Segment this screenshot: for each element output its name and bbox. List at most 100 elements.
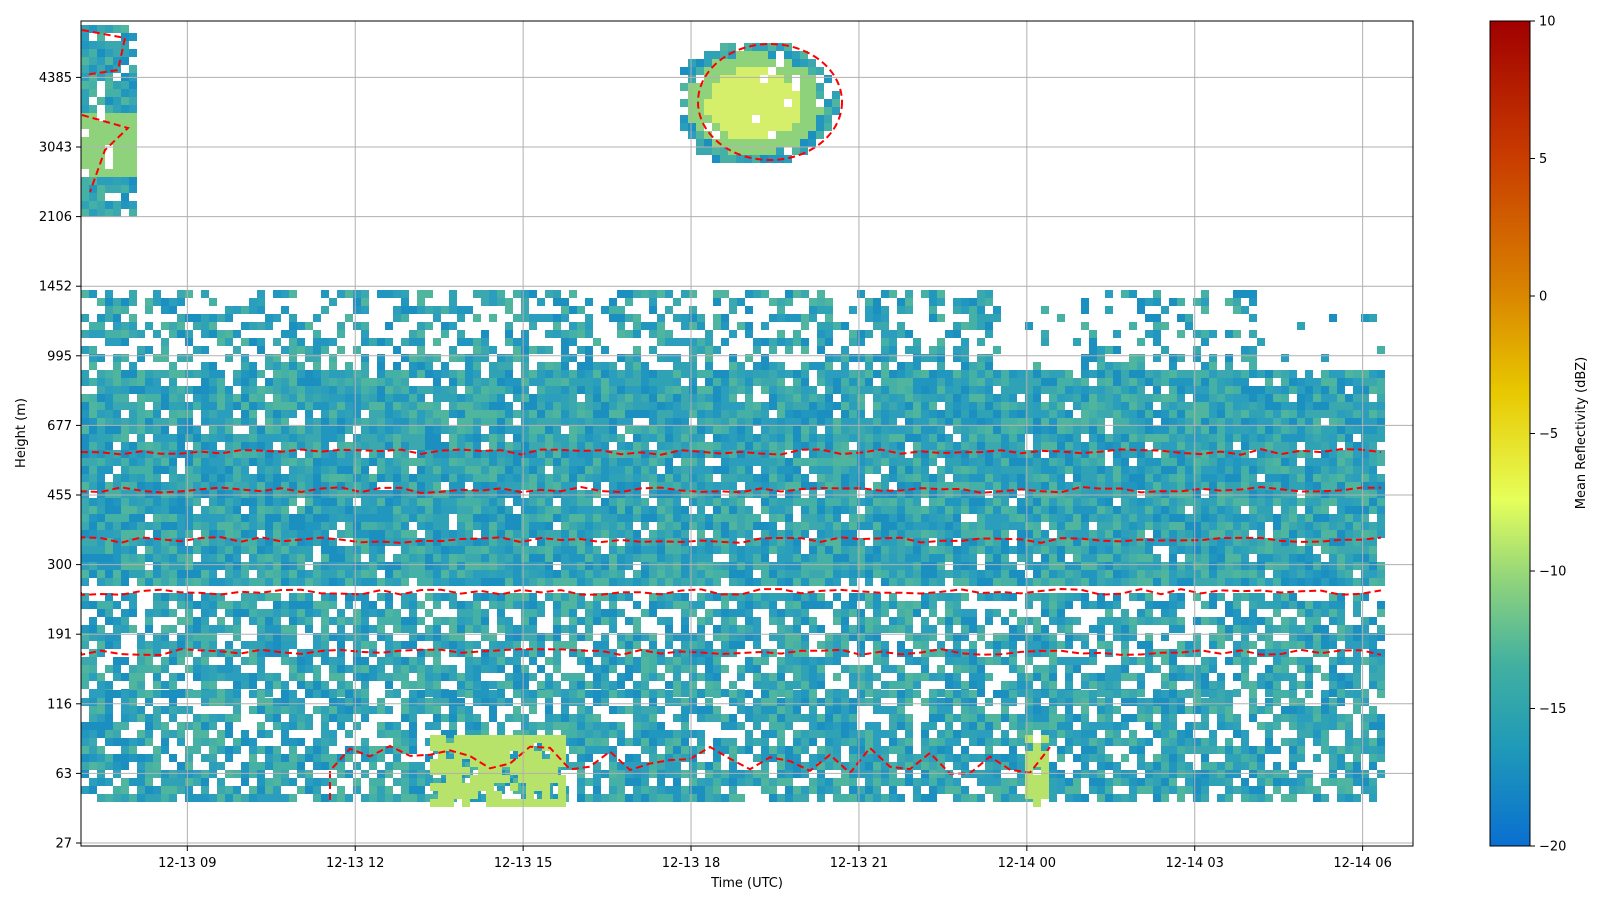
heat-cell bbox=[385, 570, 393, 578]
heat-cell bbox=[833, 490, 841, 498]
heat-cell bbox=[289, 434, 297, 442]
heat-cell bbox=[993, 466, 1001, 474]
heat-cell bbox=[1241, 434, 1249, 442]
heat-cell bbox=[713, 290, 721, 298]
heat-cell bbox=[825, 498, 833, 506]
heat-cell bbox=[313, 530, 321, 538]
heat-cell bbox=[513, 593, 521, 601]
heat-cell bbox=[881, 338, 889, 346]
heat-cell bbox=[1097, 458, 1105, 466]
heat-cell bbox=[273, 370, 281, 378]
heat-cell bbox=[1153, 482, 1161, 490]
heat-cell bbox=[1121, 386, 1129, 394]
heat-cell bbox=[401, 410, 409, 418]
heat-cell bbox=[577, 578, 585, 586]
heat-cell bbox=[569, 482, 577, 490]
heat-cell bbox=[945, 538, 953, 546]
heat-cell bbox=[561, 394, 569, 402]
heat-cell bbox=[1345, 442, 1353, 450]
heat-cell bbox=[425, 442, 433, 450]
heat-cell bbox=[697, 498, 705, 506]
heat-cell bbox=[785, 482, 793, 490]
heat-cell bbox=[393, 570, 401, 578]
heat-cell bbox=[849, 410, 857, 418]
heat-cell bbox=[713, 322, 721, 330]
heat-cell bbox=[1137, 466, 1145, 474]
heat-cell bbox=[105, 506, 113, 514]
heat-cell bbox=[1041, 593, 1049, 601]
heat-cell bbox=[1313, 514, 1321, 522]
heat-cell bbox=[745, 442, 753, 450]
heat-cell bbox=[1233, 490, 1241, 498]
heat-cell bbox=[1249, 426, 1257, 434]
heat-cell bbox=[1169, 593, 1177, 601]
heat-cell bbox=[1337, 522, 1345, 530]
heat-cell bbox=[761, 530, 769, 538]
heat-cell bbox=[1001, 482, 1009, 490]
heat-cell bbox=[1249, 402, 1257, 410]
heat-cell bbox=[217, 386, 225, 394]
heat-cell bbox=[857, 538, 865, 546]
heat-cell bbox=[1097, 522, 1105, 530]
heat-cell bbox=[1209, 498, 1217, 506]
heat-cell bbox=[1025, 601, 1033, 609]
heat-cell bbox=[777, 482, 785, 490]
heat-cell bbox=[817, 370, 825, 378]
heat-cell bbox=[1137, 370, 1145, 378]
heat-cell bbox=[1329, 394, 1337, 402]
heat-cell bbox=[361, 362, 369, 370]
heat-cell bbox=[289, 362, 297, 370]
heat-cell bbox=[313, 362, 321, 370]
heat-cell bbox=[417, 322, 425, 330]
heat-cell bbox=[521, 458, 529, 466]
heat-cell bbox=[745, 410, 753, 418]
heat-cell bbox=[1225, 386, 1233, 394]
heat-cell bbox=[809, 394, 817, 402]
heat-cell bbox=[409, 482, 417, 490]
heat-cell bbox=[129, 362, 137, 370]
heat-cell bbox=[113, 562, 121, 570]
heat-cell bbox=[721, 402, 729, 410]
heat-cell bbox=[753, 474, 761, 482]
heat-cell bbox=[505, 426, 513, 434]
heat-cell bbox=[337, 490, 345, 498]
heat-cell bbox=[113, 490, 121, 498]
heat-cell bbox=[1073, 570, 1081, 578]
heat-cell bbox=[1169, 386, 1177, 394]
heat-cell bbox=[713, 562, 721, 570]
heat-cell bbox=[993, 562, 1001, 570]
heat-cell bbox=[697, 570, 705, 578]
heat-cell bbox=[257, 578, 265, 586]
heat-cell bbox=[257, 546, 265, 554]
heat-cell bbox=[449, 346, 457, 354]
heat-cell bbox=[1137, 410, 1145, 418]
heat-cell bbox=[233, 434, 241, 442]
heat-cell bbox=[1097, 466, 1105, 474]
heat-cell bbox=[721, 442, 729, 450]
heat-cell bbox=[681, 410, 689, 418]
heat-cell bbox=[265, 474, 273, 482]
heat-cell bbox=[593, 554, 601, 562]
heat-cell bbox=[657, 490, 665, 498]
heat-cell bbox=[1145, 593, 1153, 601]
heat-cell bbox=[689, 578, 697, 586]
heat-cell bbox=[793, 418, 801, 426]
heat-cell bbox=[193, 578, 201, 586]
heat-cell bbox=[209, 474, 217, 482]
heat-cell bbox=[377, 458, 385, 466]
heat-cell bbox=[753, 346, 761, 354]
heat-cell bbox=[793, 593, 801, 601]
heat-cell bbox=[1265, 442, 1273, 450]
heat-cell bbox=[873, 442, 881, 450]
heat-cell bbox=[1273, 426, 1281, 434]
heat-cell bbox=[593, 434, 601, 442]
heat-cell bbox=[505, 442, 513, 450]
heat-cell bbox=[1353, 474, 1361, 482]
heat-cell bbox=[1017, 530, 1025, 538]
heat-cell bbox=[177, 522, 185, 530]
heat-cell bbox=[945, 530, 953, 538]
heat-cell bbox=[1225, 578, 1233, 586]
heat-cell bbox=[1033, 498, 1041, 506]
heat-cell bbox=[465, 410, 473, 418]
heat-cell bbox=[225, 498, 233, 506]
